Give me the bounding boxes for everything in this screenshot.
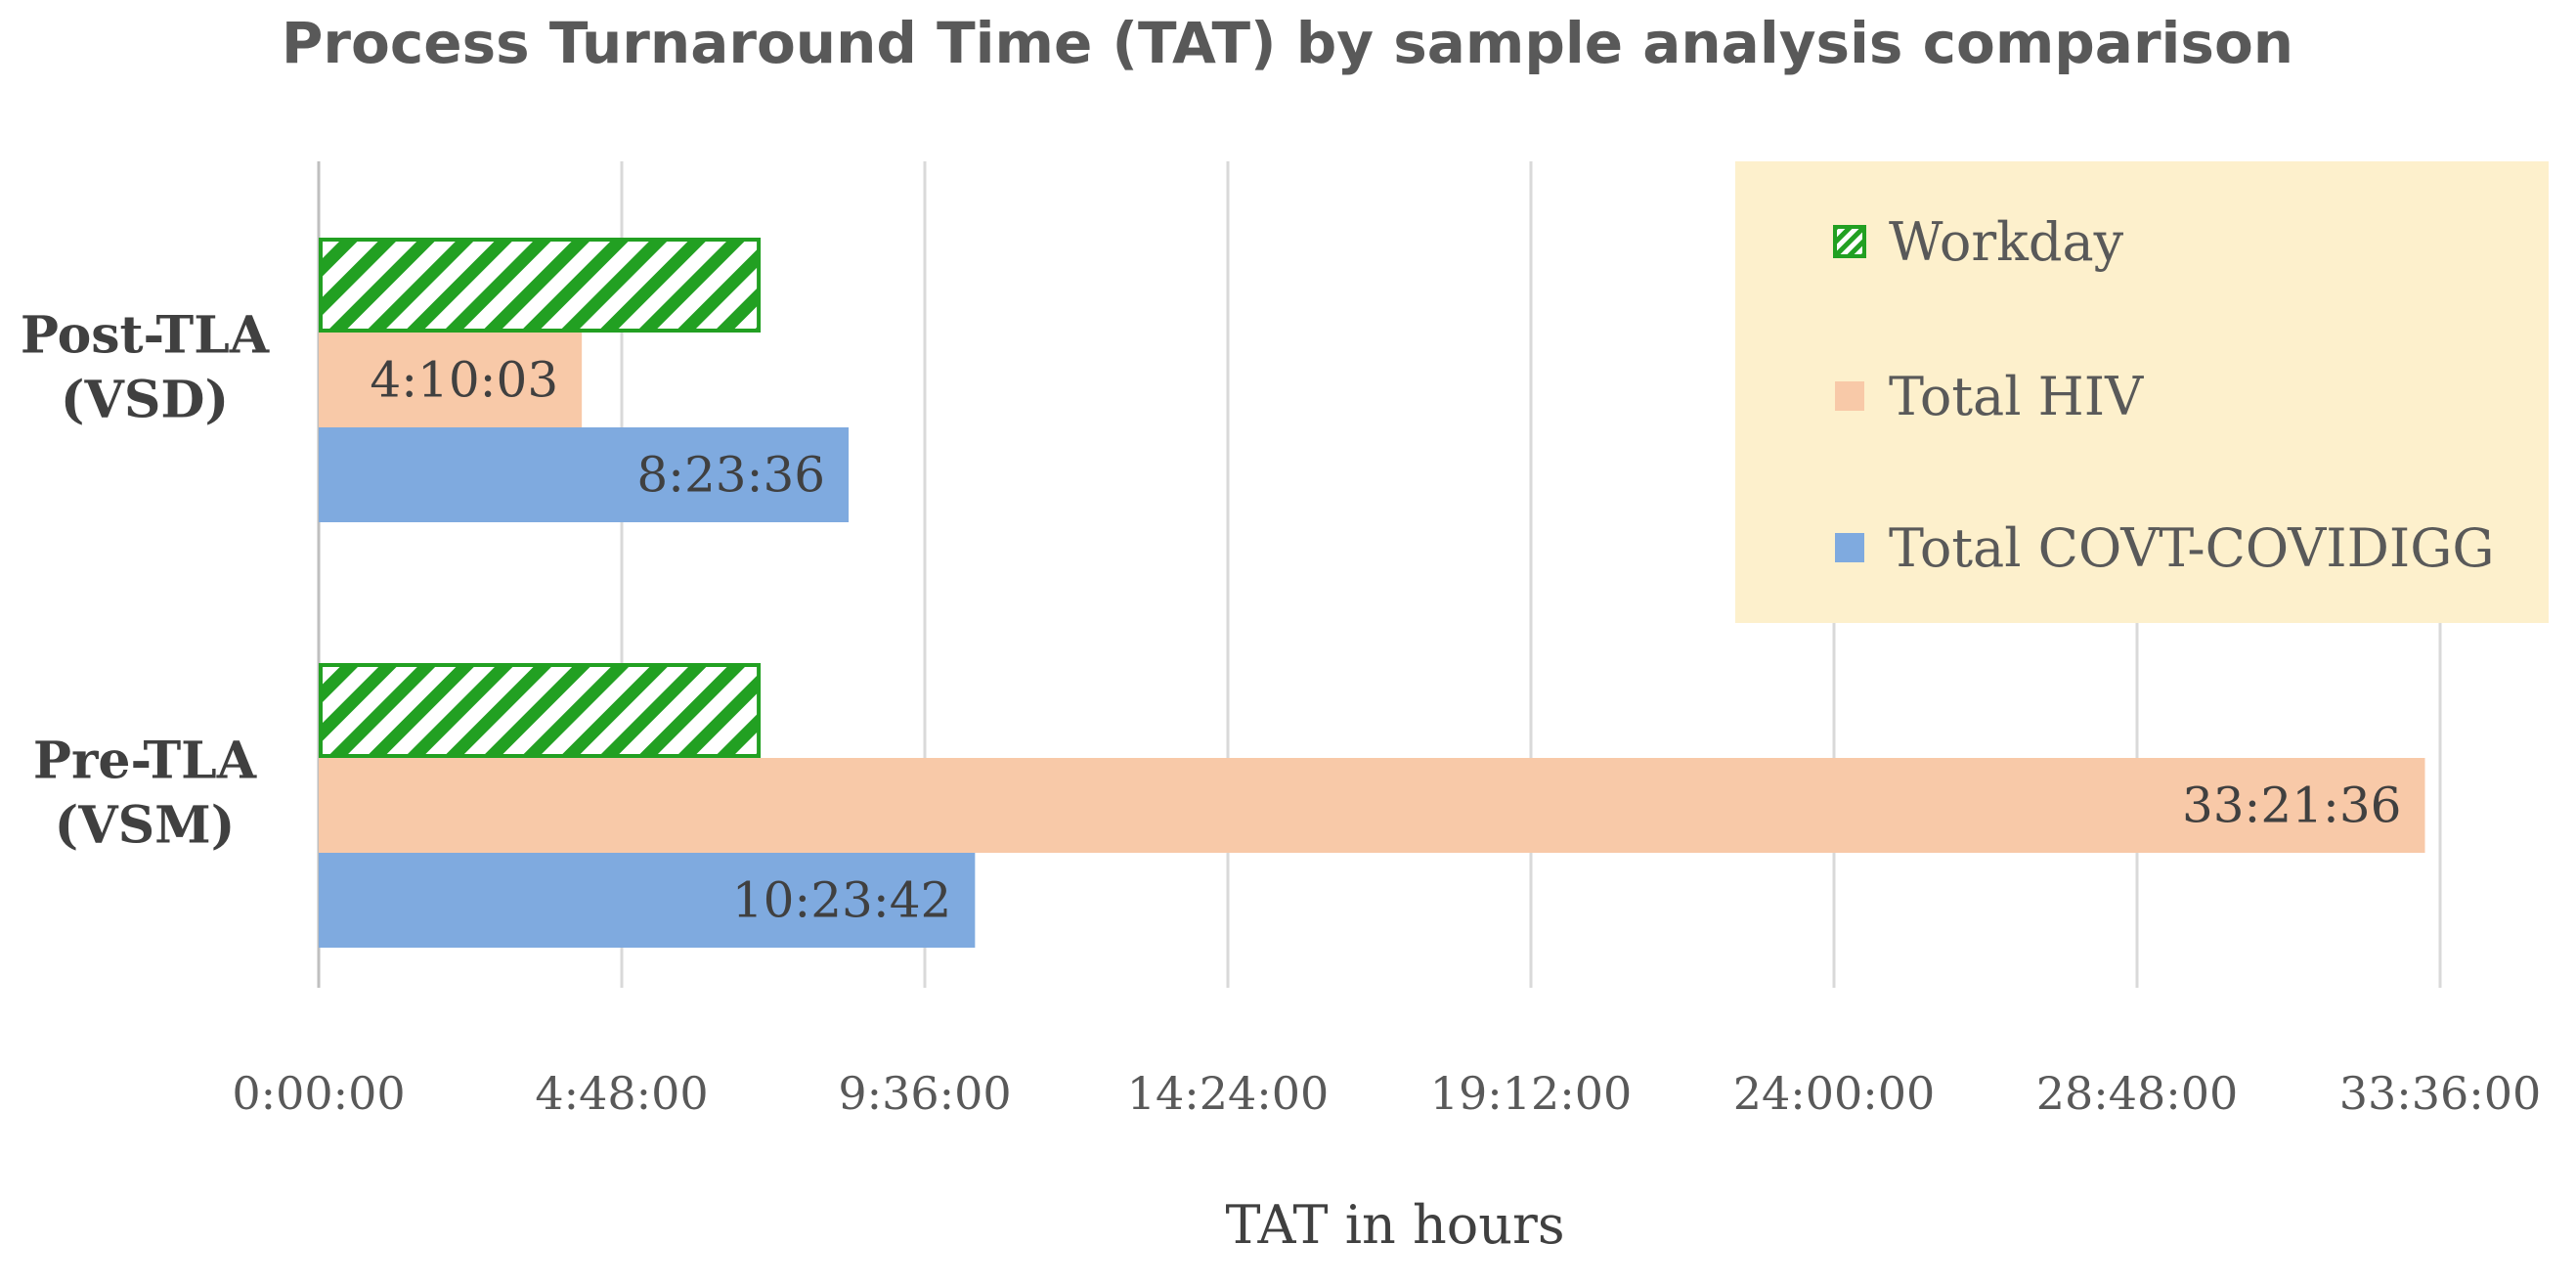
data-labels: 4:10:03 8:23:36 33:21:36 10:23:42 [370,352,2401,929]
bar [319,427,850,522]
y-axis-categories: Post-TLA (VSD) Pre-TLA (VSM) [21,306,270,856]
x-tick-label: 0:00:00 [232,1067,405,1120]
bar [319,333,583,427]
bar [319,238,762,333]
category-label: Post-TLA (VSD) [21,306,270,430]
category-label-line: Pre-TLA [33,732,257,791]
legend: Workday Total HIV Total COVT-COVIDIGG [1735,161,2549,623]
chart-title: Process Turnaround Time (TAT) by sample … [282,10,2293,76]
data-label: 10:23:42 [732,872,952,929]
data-label: 4:10:03 [370,352,558,409]
legend-label: Total COVT-COVIDIGG [1889,517,2494,579]
category-label-line: (VSD) [61,371,229,430]
x-tick-label: 4:48:00 [535,1067,708,1120]
bars [319,238,2425,948]
bar [319,663,762,758]
data-label: 33:21:36 [2182,777,2402,834]
legend-swatch [1833,225,1866,258]
category-label: Pre-TLA (VSM) [33,732,257,856]
legend-label: Total HIV [1889,366,2144,427]
x-tick-label: 19:12:00 [1430,1067,1633,1120]
x-tick-label: 28:48:00 [2036,1067,2239,1120]
legend-swatch [1835,381,1864,411]
x-tick-label: 9:36:00 [838,1067,1011,1120]
bar [319,853,976,948]
x-axis-title: TAT in hours [1225,1194,1564,1256]
x-tick-label: 24:00:00 [1733,1067,1936,1120]
category-label-line: (VSM) [55,796,236,856]
legend-label: Workday [1889,211,2124,273]
data-label: 8:23:36 [636,447,825,504]
x-axis-ticks: 0:00:00 4:48:00 9:36:00 14:24:00 19:12:00 24:… [232,1067,2541,1120]
category-label-line: Post-TLA [21,306,270,366]
bar [319,758,2425,853]
x-tick-label: 14:24:00 [1127,1067,1330,1120]
legend-swatch [1835,533,1864,562]
legend-box [1735,161,2549,623]
x-tick-label: 33:36:00 [2339,1067,2542,1120]
